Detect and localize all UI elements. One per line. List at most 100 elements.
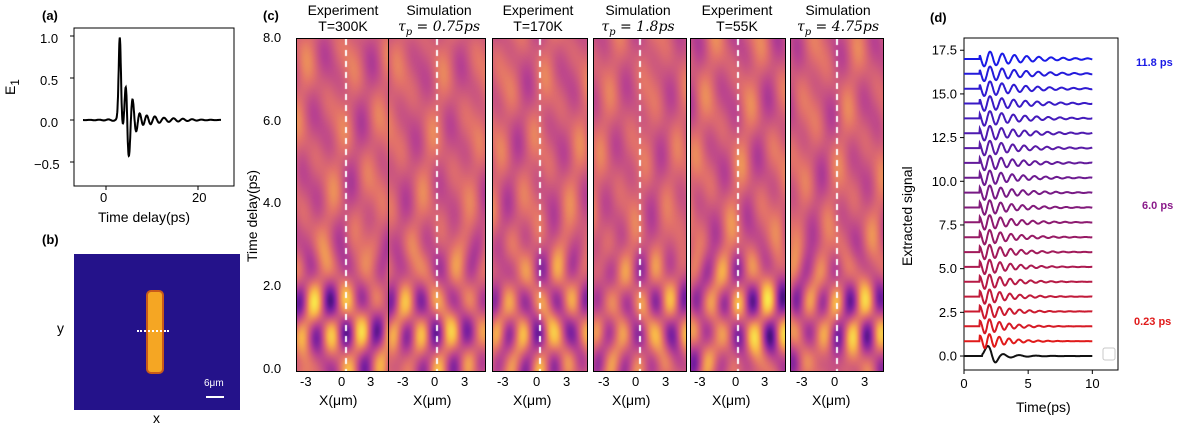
subplot-6-tau-value: = 4.75 <box>811 19 863 35</box>
heatmap-3 <box>492 38 588 372</box>
signal-line-13 <box>964 156 1092 170</box>
subplot-2-tau-unit: ps <box>464 19 480 35</box>
panel-d-xtick: 0 <box>960 376 967 391</box>
subplot-6-xlabel: X(μm) <box>812 392 850 408</box>
subplot-6-tau-symbol: τ <box>797 19 805 35</box>
subplot-4-tau-value: = 1.8 <box>616 19 659 35</box>
signal-line-7 <box>964 245 1092 259</box>
signal-line-4 <box>964 290 1092 304</box>
subplot-4-title: Simulation τp = 1.8ps <box>586 2 690 41</box>
panel-a-frame <box>74 28 234 186</box>
signal-line-12 <box>964 171 1092 185</box>
panel-d-ytick: 10.0 <box>932 174 957 189</box>
panel-b-xlabel: x <box>153 410 160 426</box>
signal-line-20 <box>964 52 1092 67</box>
reference-signal-line <box>964 346 1092 362</box>
panel-d-ytick: 5.0 <box>939 261 957 276</box>
signal-line-19 <box>964 67 1092 82</box>
signal-line-11 <box>964 186 1092 200</box>
panel-d-ytick: 12.5 <box>932 130 957 145</box>
subplot-6-tau-unit: ps <box>863 19 879 35</box>
subplot-4-xtick-3: 3 <box>662 374 669 389</box>
subplot-2-xtick-2: 0 <box>431 374 438 389</box>
panel-c-ytick-4: 2.0 <box>263 278 281 293</box>
panel-b-dotted-line <box>137 330 169 332</box>
panel-a-ytick-3: 0.0 <box>40 115 58 130</box>
heatmap-1 <box>296 38 396 372</box>
panel-a-ytick-1: 1.0 <box>40 31 58 46</box>
panel-c-label: (c) <box>263 8 279 23</box>
subplot-4-xtick-1: -3 <box>598 374 610 389</box>
panel-b-scale-label: 6μm <box>204 378 224 389</box>
signal-line-16 <box>964 111 1092 125</box>
subplot-3-xtick-3: 3 <box>563 374 570 389</box>
subplot-2-title-line1: Simulation <box>382 2 496 18</box>
legend-box <box>1103 348 1115 360</box>
panel-d-ticks: 0.0 2.5 5.0 7.5 10.0 12.5 15.0 17.5 0 5 10 <box>932 43 1100 391</box>
panel-d-series <box>964 52 1092 363</box>
subplot-4-tau-unit: ps <box>658 19 674 35</box>
subplot-1-xtick-1: -3 <box>300 374 312 389</box>
heatmap-5 <box>690 38 786 372</box>
signal-line-5 <box>964 275 1092 289</box>
subplot-2-title: Simulation τp = 0.75ps <box>382 2 496 41</box>
panel-c-ytick-5: 0.0 <box>263 361 281 376</box>
panel-d-ytick: 0.0 <box>939 349 957 364</box>
subplot-6-xtick-3: 3 <box>861 374 868 389</box>
panel-d-ytick: 7.5 <box>939 217 957 232</box>
panel-d-ytick: 2.5 <box>939 305 957 320</box>
subplot-5-xlabel: X(μm) <box>712 392 750 408</box>
subplot-5-xtick-2: 0 <box>732 374 739 389</box>
subplot-2-xtick-3: 3 <box>461 374 468 389</box>
subplot-3-title-line2: T=170K <box>486 18 590 34</box>
panel-a-xlabel: Time delay(ps) <box>98 209 190 225</box>
panel-a-xtick-2: 20 <box>192 190 206 205</box>
panel-b-image: 6μm <box>74 254 240 410</box>
signal-line-9 <box>964 215 1092 229</box>
subplot-1-xtick-3: 3 <box>367 374 374 389</box>
signal-line-3 <box>964 305 1092 319</box>
subplot-3-xlabel: X(μm) <box>513 392 551 408</box>
panel-c-ytick-1: 8.0 <box>263 30 281 45</box>
subplot-2-tau-value: = 0.75 <box>412 19 464 35</box>
panel-b-ylabel: y <box>57 320 64 336</box>
subplot-4-title-line1: Simulation <box>586 2 690 18</box>
subplot-2-tau-symbol: τ <box>398 19 406 35</box>
annotation-top: 11.8 ps <box>1136 57 1173 69</box>
subplot-6-xtick-2: 0 <box>831 374 838 389</box>
panel-a-ytick-4: −0.5 <box>34 157 60 172</box>
panel-c-ytick-2: 6.0 <box>263 113 281 128</box>
panel-d-ytick: 15.0 <box>932 86 957 101</box>
annotation-mid: 6.0 ps <box>1142 200 1173 212</box>
panel-d-xtick: 10 <box>1085 376 1099 391</box>
subplot-3-title: Experiment T=170K <box>486 2 590 34</box>
panel-c-ylabel: Time delay(ps) <box>244 170 260 262</box>
panel-a-ytick-2: 0.5 <box>40 73 58 88</box>
subplot-3-xtick-1: -3 <box>497 374 509 389</box>
annotation-bottom: 0.23 ps <box>1134 316 1171 328</box>
panel-a-waveform <box>83 38 221 156</box>
subplot-4-xlabel: X(μm) <box>612 392 650 408</box>
subplot-1-title-line2: T=300K <box>290 18 396 34</box>
subplot-3-xtick-2: 0 <box>533 374 540 389</box>
subplot-1-title-line1: Experiment <box>290 2 396 18</box>
subplot-2-xlabel: X(μm) <box>413 392 451 408</box>
signal-line-8 <box>964 230 1092 244</box>
signal-line-18 <box>964 81 1092 96</box>
panel-b-bar <box>148 292 162 372</box>
subplot-5-title-line1: Experiment <box>684 2 790 18</box>
signal-line-2 <box>964 319 1092 333</box>
subplot-1-xlabel: X(μm) <box>319 392 357 408</box>
signal-line-6 <box>964 260 1092 274</box>
subplot-2-xtick-1: -3 <box>397 374 409 389</box>
panel-d-xlabel: Time(ps) <box>1016 399 1071 415</box>
subplot-5-title: Experiment T=55K <box>684 2 790 34</box>
signal-line-14 <box>964 141 1092 155</box>
heatmap-4 <box>593 38 687 372</box>
panel-b-scalebar <box>206 396 224 398</box>
subplot-6-title: Simulation τp = 4.75ps <box>782 2 894 41</box>
panel-d-ytick: 17.5 <box>932 43 957 58</box>
subplot-1-title: Experiment T=300K <box>290 2 396 34</box>
signal-line-10 <box>964 200 1092 214</box>
subplot-3-title-line1: Experiment <box>486 2 590 18</box>
